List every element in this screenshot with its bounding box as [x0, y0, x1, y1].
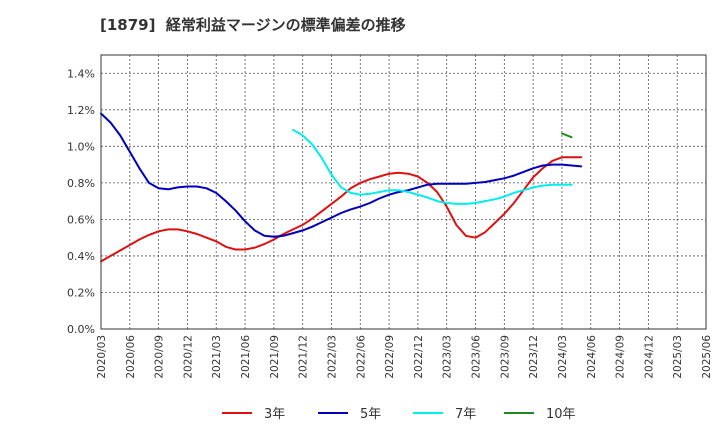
- x-tick-label: 2020/03: [96, 335, 108, 379]
- x-tick-label: 2023/03: [442, 335, 454, 379]
- x-tick-label: 2023/09: [499, 335, 511, 379]
- legend-label: 7年: [455, 407, 476, 422]
- x-tick-label: 2020/09: [154, 335, 166, 379]
- x-tick-label: 2022/09: [384, 335, 396, 379]
- x-tick-label: 2025/03: [672, 335, 684, 379]
- x-tick-label: 2022/03: [326, 335, 338, 379]
- y-tick-label: 1.0%: [67, 140, 95, 153]
- x-tick-label: 2020/12: [182, 335, 194, 379]
- series-line-3: [292, 128, 573, 205]
- y-tick-label: 0.0%: [67, 323, 95, 336]
- x-tick-label: 2024/06: [586, 335, 598, 379]
- legend: 3年 5年 7年 10年: [222, 407, 576, 422]
- y-tick-label: 0.4%: [67, 250, 95, 263]
- y-tick-label: 0.2%: [67, 286, 95, 299]
- legend-label: 3年: [264, 407, 285, 422]
- x-tick-label: 2021/09: [269, 335, 281, 379]
- x-tick-label: 2024/12: [643, 335, 655, 379]
- plot-frame: [100, 54, 707, 330]
- x-tick-label: 2022/06: [355, 335, 367, 379]
- x-tick-label: 2021/03: [211, 335, 223, 379]
- y-tick-label: 1.2%: [67, 104, 95, 117]
- x-tick-label: 2022/12: [413, 335, 425, 379]
- x-tick-label: 2023/12: [528, 335, 540, 379]
- x-tick-label: 2020/06: [125, 335, 137, 379]
- series-line-4: [561, 132, 573, 139]
- x-axis: 2020/03 2020/06 2020/09 2020/12 2021/03 2021/…: [96, 335, 713, 379]
- series-layer: [100, 112, 583, 263]
- series-line-1: [100, 156, 583, 263]
- x-tick-label: 2024/09: [615, 335, 627, 379]
- y-tick-label: 0.8%: [67, 177, 95, 190]
- x-tick-label: 2024/03: [557, 335, 569, 379]
- legend-label: 10年: [546, 407, 576, 422]
- x-tick-label: 2025/06: [701, 335, 713, 379]
- legend-label: 5年: [360, 407, 381, 422]
- y-tick-label: 0.6%: [67, 213, 95, 226]
- y-axis: 0.0% 0.2% 0.4% 0.6% 0.8% 1.0% 1.2% 1.4%: [67, 67, 95, 336]
- series-line-2: [100, 112, 583, 238]
- x-tick-label: 2023/06: [471, 335, 483, 379]
- x-tick-label: 2021/06: [240, 335, 252, 379]
- y-tick-label: 1.4%: [67, 67, 95, 80]
- x-tick-label: 2021/12: [298, 335, 310, 379]
- chart-title: [1879] 経常利益マージンの標準偏差の推移: [100, 16, 406, 34]
